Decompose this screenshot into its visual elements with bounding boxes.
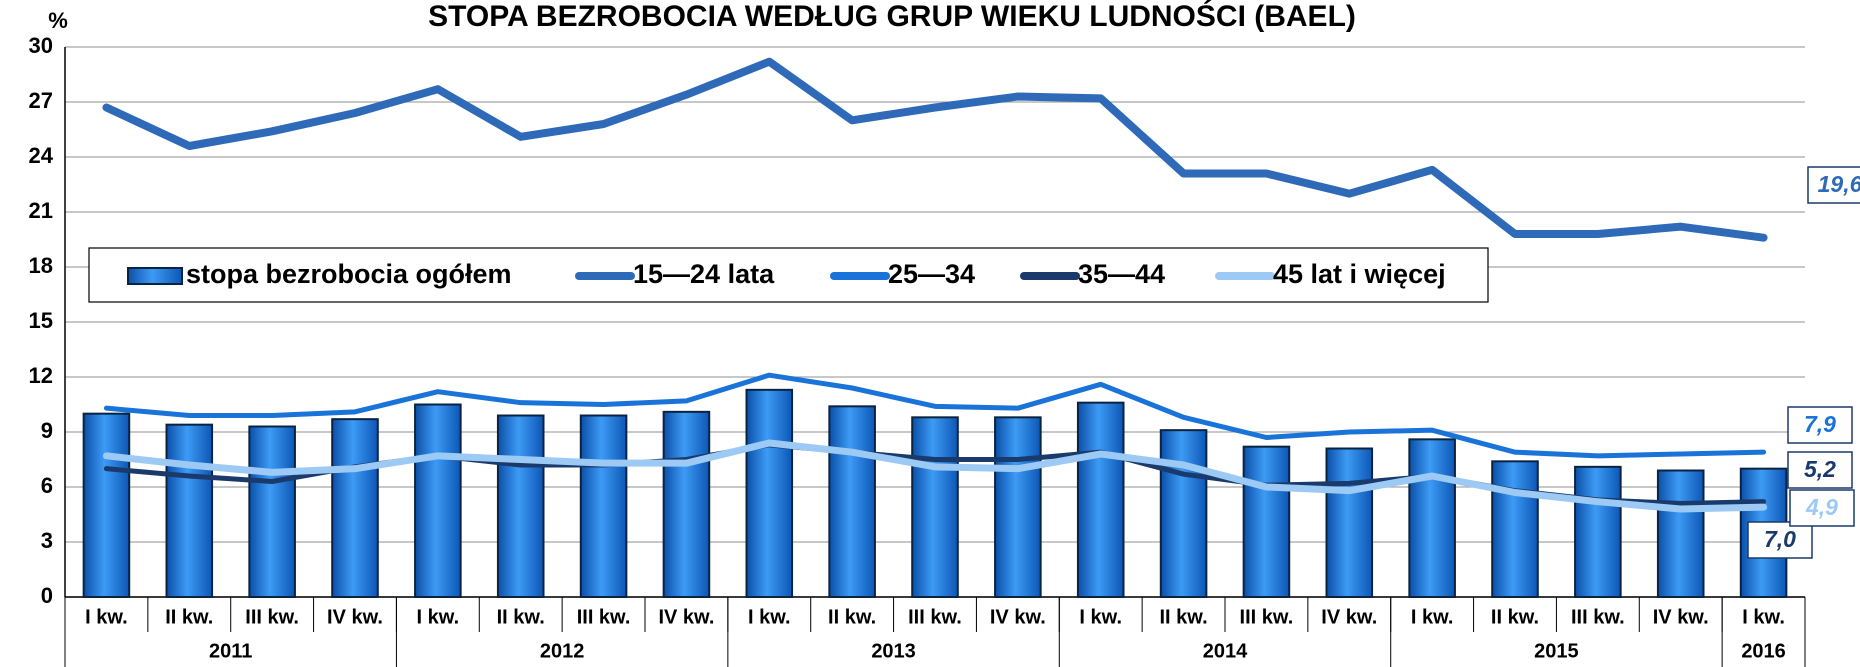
bar — [579, 414, 628, 598]
bar — [911, 416, 959, 599]
line-series — [103, 372, 1767, 459]
x-tick-label: I kw. — [1411, 606, 1454, 628]
x-tick-label: I kw. — [417, 606, 460, 628]
x-group-label: 2011 — [209, 640, 252, 662]
value-label: 5,2 — [1804, 456, 1836, 482]
y-tick-label: 3 — [41, 528, 53, 553]
x-tick-label: IV kw. — [990, 606, 1046, 628]
bar — [745, 388, 794, 599]
x-group-label: 2013 — [871, 640, 916, 662]
bar — [1076, 401, 1125, 598]
line-series — [102, 57, 1768, 242]
value-label: 7,0 — [1764, 526, 1796, 552]
value-label-box — [1747, 521, 1813, 559]
bar — [1491, 460, 1539, 599]
x-tick-label: III kw. — [1571, 606, 1625, 628]
x-group-label: 2015 — [1534, 640, 1579, 662]
bar — [331, 418, 379, 598]
line-series — [102, 439, 1768, 513]
x-tick-label: II kw. — [828, 606, 876, 628]
legend-swatch — [127, 267, 183, 285]
y-tick-label: 12 — [29, 363, 53, 388]
y-tick-label: 9 — [41, 418, 53, 443]
legend-label: 15—24 lata — [633, 259, 775, 289]
bar — [248, 425, 296, 598]
value-label-box — [1787, 406, 1853, 444]
bar — [994, 416, 1042, 599]
bar — [1242, 445, 1291, 598]
chart-title: STOPA BEZROBOCIA WEDŁUG GRUP WIEKU LUDNO… — [428, 0, 1356, 33]
legend-label: 25—34 — [888, 259, 975, 289]
x-tick-label: II kw. — [1159, 606, 1207, 628]
x-tick-label: II kw. — [1491, 606, 1539, 628]
value-label-box — [1787, 451, 1853, 489]
value-label-box — [1789, 489, 1855, 527]
x-tick-label: IV kw. — [327, 606, 383, 628]
bar — [1574, 465, 1622, 599]
y-tick-label: 27 — [29, 88, 53, 113]
bar — [165, 423, 214, 598]
y-tick-label: 15 — [29, 308, 53, 333]
x-tick-label: III kw. — [908, 606, 962, 628]
x-group-label: 2012 — [540, 640, 585, 662]
x-tick-label: IV kw. — [1321, 606, 1377, 628]
bar — [414, 403, 462, 598]
x-tick-label: I kw. — [1079, 606, 1122, 628]
y-tick-label: 30 — [29, 33, 53, 58]
legend: stopa bezrobocia ogółem 15—24 lata 25—34 35… — [88, 247, 1489, 303]
x-tick-label: I kw. — [1742, 606, 1785, 628]
bar — [1159, 429, 1208, 598]
y-tick-label: 0 — [41, 583, 53, 608]
bar — [1408, 438, 1456, 599]
x-tick-label: II kw. — [497, 606, 545, 628]
y-tick-label: 18 — [29, 253, 53, 278]
legend-label: 35—44 — [1078, 259, 1165, 289]
bar — [496, 414, 545, 598]
x-group-label: 2016 — [1741, 640, 1786, 662]
y-tick-label: 24 — [29, 143, 54, 168]
x-group-label: 2014 — [1203, 640, 1248, 662]
bar — [828, 405, 876, 599]
x-tick-label: III kw. — [245, 606, 299, 628]
x-tick-label: IV kw. — [1653, 606, 1709, 628]
value-label-box — [1807, 166, 1860, 204]
value-label: 4,9 — [1805, 494, 1838, 520]
x-tick-label: II kw. — [165, 606, 213, 628]
bar — [1656, 469, 1705, 598]
x-tick-label: I kw. — [85, 606, 128, 628]
y-axis-label: % — [48, 8, 68, 33]
bar — [1325, 447, 1374, 598]
bar — [82, 412, 131, 598]
value-label: 7,9 — [1804, 411, 1836, 437]
y-tick-label: 6 — [41, 473, 53, 498]
legend-label: stopa bezrobocia ogółem — [186, 259, 512, 289]
legend-label: 45 lat i więcej — [1273, 259, 1446, 289]
x-tick-label: III kw. — [1240, 606, 1294, 628]
y-tick-label: 21 — [29, 198, 53, 223]
x-tick-label: IV kw. — [658, 606, 714, 628]
value-label: 19,6 — [1818, 171, 1860, 197]
x-tick-label: III kw. — [577, 606, 631, 628]
bar — [662, 410, 711, 599]
x-tick-label: I kw. — [748, 606, 791, 628]
